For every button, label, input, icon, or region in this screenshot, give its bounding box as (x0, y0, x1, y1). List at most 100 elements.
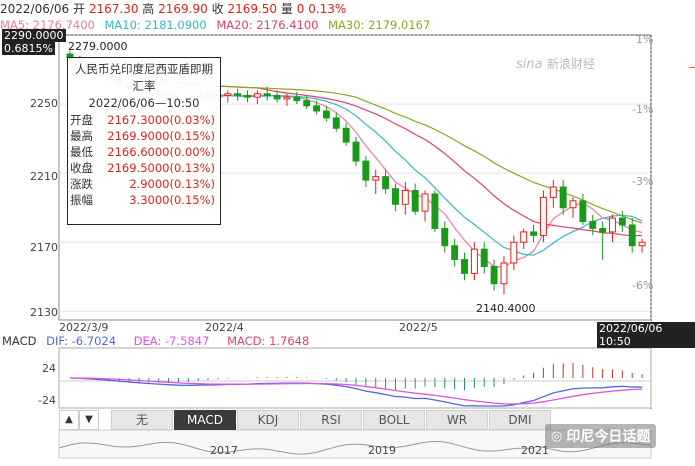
volume-value: 0 (296, 2, 305, 16)
sina-logo-watermark: sina 新浪财经 (516, 56, 595, 72)
ma-legend: MA5: 2176.7400 MA10: 2181.0900 MA20: 217… (0, 18, 436, 34)
scroll-up-button[interactable]: ▲ (59, 410, 79, 430)
candle (559, 180, 567, 215)
candle (253, 90, 261, 105)
y-tick-2170: 2170 (30, 241, 58, 254)
candle (342, 123, 350, 146)
candle (431, 190, 439, 232)
candle (372, 169, 380, 194)
tooltip-row-low: 最低 2166.6000(0.00%) (70, 145, 215, 159)
candle (510, 235, 518, 270)
candle (500, 256, 508, 295)
candle (224, 90, 232, 103)
crosshair-pct-badge: 0.6815% (2, 42, 55, 55)
candle (579, 193, 587, 225)
macd-tick-top: 24 (42, 362, 56, 375)
candle (283, 93, 291, 106)
candles (66, 50, 646, 295)
tooltip-row-change: 涨跌 2.9000(0.13%) (70, 177, 215, 191)
candle (352, 136, 360, 167)
tooltip-row-high: 最高 2169.9000(0.15%) (70, 129, 215, 143)
high-label: 高 (142, 2, 155, 16)
y-tick-2210: 2210 (30, 170, 58, 183)
candle (638, 238, 646, 253)
candle (234, 88, 242, 101)
candle (322, 105, 330, 122)
nav-year-2: 2021 (521, 444, 549, 457)
tab-none[interactable]: 无 (111, 410, 173, 430)
candle (628, 218, 636, 253)
x-tick-1: 2022/4 (205, 321, 244, 334)
candle (332, 112, 340, 132)
watermark-text: 新浪财经 (547, 56, 595, 71)
candle (273, 90, 281, 103)
candle (461, 252, 468, 281)
tab-macd[interactable]: MACD (174, 410, 236, 430)
candle (451, 238, 459, 267)
macd-title: MACD (2, 334, 37, 348)
volume-label: 量 (280, 2, 293, 16)
macd-legend: MACD DIF: -6.7024 DEA: -7.5847 MACD: 1.7… (2, 334, 309, 348)
change-pct: 0.13% (308, 2, 347, 16)
candle (520, 228, 528, 250)
high-value: 2169.90 (158, 2, 208, 16)
y-tick-2130: 2130 (30, 306, 58, 319)
max-annotation: 2279.0000 (68, 40, 128, 53)
dea-value: DEA: -7.5847 (133, 334, 210, 348)
candle (539, 190, 547, 243)
tooltip-row-amplitude: 振幅 3.3000(0.15%) (70, 193, 215, 207)
macd-frame (58, 347, 652, 409)
navigator-line (58, 440, 652, 455)
candle (618, 211, 626, 232)
tab-dmi[interactable]: DMI (489, 410, 551, 430)
triangle-down-icon: ▼ (85, 414, 93, 425)
pct-tick-m1: -1% (632, 103, 654, 116)
candle (303, 95, 311, 110)
close-value: 2169.50 (227, 2, 278, 16)
macd-histogram (79, 362, 643, 391)
candle (490, 259, 498, 291)
tab-boll[interactable]: BOLL (363, 410, 425, 430)
price-summary-bar: 2022/06/06 开 2167.30 高 2169.90 收 2169.50… (0, 0, 346, 18)
indicator-tabs: ▲ ▼ 无 MACD KDJ RSI BOLL WR DMI (59, 410, 552, 430)
pct-tick-1: 1% (636, 33, 654, 46)
tab-kdj[interactable]: KDJ (237, 410, 299, 430)
wechat-watermark-text: 印尼今日话题 (566, 429, 651, 445)
tab-rsi[interactable]: RSI (300, 410, 362, 430)
macd-tick-bottom: -24 (38, 394, 56, 407)
scroll-down-button[interactable]: ▼ (79, 410, 99, 430)
candle (589, 214, 597, 236)
nav-year-0: 2017 (210, 444, 238, 457)
ma30-legend: MA30: 2179.0167 (328, 18, 431, 32)
close-label: 收 (211, 2, 224, 16)
candle (599, 221, 607, 260)
candle (293, 92, 301, 105)
candle (421, 190, 429, 222)
candle (391, 183, 399, 212)
ohlc-tooltip: 人民币兑印度尼西亚盾即期汇率 2022/06/06—10:50 开盘 2167.3… (67, 57, 221, 225)
tooltip-datetime: 2022/06/06—10:50 (88, 96, 200, 110)
candle (313, 100, 321, 115)
x-tick-0: 2022/3/9 (59, 321, 109, 334)
candle (530, 225, 538, 243)
triangle-up-icon: ▲ (65, 414, 73, 425)
dea-line (69, 377, 643, 405)
tooltip-row-open: 开盘 2167.3000(0.03%) (70, 113, 215, 127)
candle (382, 169, 390, 194)
candle (441, 221, 449, 253)
tooltip-row-close: 收盘 2169.5000(0.13%) (70, 161, 215, 175)
tooltip-title: 人民币兑印度尼西亚盾即期汇率 (75, 62, 213, 93)
wechat-icon: ◎ (551, 428, 563, 444)
candle (362, 155, 370, 187)
crosshair-price-badge: 2290.0000 (2, 29, 66, 42)
dif-line (69, 377, 643, 407)
pct-tick-m6: -6% (632, 279, 654, 292)
ma10-legend: MA10: 2181.0900 (104, 18, 207, 32)
dif-value: DIF: -6.7024 (46, 334, 117, 348)
candle (480, 242, 488, 274)
cursor-time-badge: 2022/06/06 10:50 (597, 322, 695, 348)
candle (609, 214, 616, 243)
candle (244, 90, 251, 103)
tab-wr[interactable]: WR (426, 410, 488, 430)
